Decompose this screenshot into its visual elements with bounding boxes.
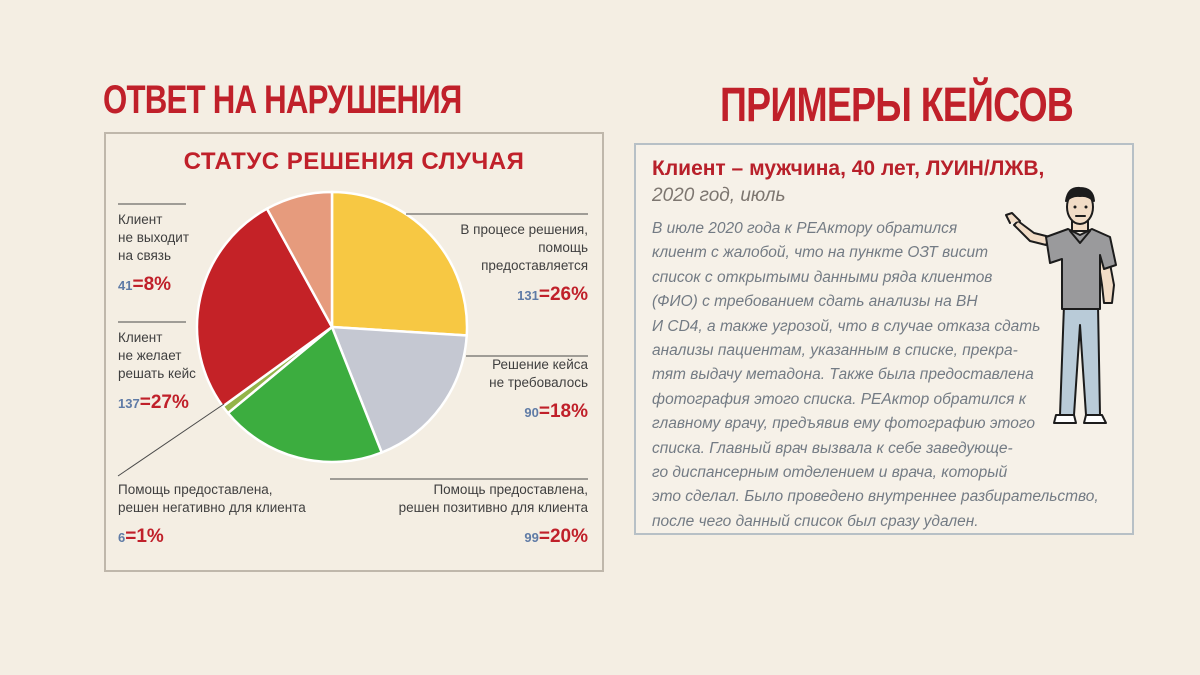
slice-percent: 27% <box>151 392 189 413</box>
slice-label: на связь <box>118 248 171 263</box>
case-line: клиент с жалобой, что на пункте ОЗТ виси… <box>652 244 989 262</box>
pie-chart: В процесе решения, помощь предоставляется 1… <box>117 190 589 547</box>
slice-label: решен негативно для клиента <box>118 500 306 515</box>
case-line: главному врачу, предъявив ему фотографию… <box>652 415 1035 433</box>
case-body: В июле 2020 года к РЕАктору обратился кл… <box>652 217 1099 534</box>
slice-label: предоставляется <box>481 258 588 273</box>
slice-count: 99 <box>524 530 538 545</box>
pie-slice <box>330 190 469 337</box>
slice-percent: 1% <box>136 526 164 547</box>
slice-count: 6 <box>118 530 125 545</box>
pie-slice <box>195 207 334 409</box>
case-line: после чего данный список был сразу удале… <box>652 512 979 530</box>
slice-count: 41 <box>118 278 132 293</box>
pie-slice <box>330 325 469 455</box>
slice-label: Клиент <box>118 330 162 345</box>
slice-label: помощь <box>538 240 588 255</box>
case-line: И CD4, а также угрозой, что в случае отк… <box>652 317 1041 335</box>
slice-label: не выходит <box>118 230 189 245</box>
slice-value: 131=26% <box>517 284 588 305</box>
slice-label: Клиент <box>118 212 162 227</box>
case-line: список с открытыми данными ряда клиентов <box>652 268 993 286</box>
slice-percent: 18% <box>550 401 588 422</box>
slice-label: решать кейс <box>118 366 196 381</box>
left-heading: ОТВЕТ НА НАРУШЕНИЯ <box>103 78 462 122</box>
slice-label: Решение кейса <box>492 357 588 372</box>
slice-label: В процесе решения, <box>460 222 588 237</box>
slice-value: 99=20% <box>524 526 588 547</box>
leader-line <box>117 403 225 477</box>
slice-label: не желает <box>118 348 181 363</box>
slice-label: не требовалось <box>489 375 588 390</box>
slice-value: 90=18% <box>524 401 588 422</box>
case-subtitle: 2020 год, июль <box>652 185 786 206</box>
case-line: го диспансерным отделением и врача, кото… <box>652 464 1008 482</box>
slice-value: 137=27% <box>118 392 189 413</box>
case-line: анализы пациентам, указанным в списке, п… <box>652 342 1018 360</box>
slice-equals: = <box>132 274 143 295</box>
case-line: В июле 2020 года к РЕАктору обратился <box>652 220 958 237</box>
case-line: тят выдачу метадона. Также была предоста… <box>652 366 1034 384</box>
pie-slice <box>265 190 334 328</box>
slice-equals: = <box>539 284 550 305</box>
slice-equals: = <box>140 392 151 413</box>
slice-equals: = <box>539 526 550 547</box>
chart-panel: СТАТУС РЕШЕНИЯ СЛУЧАЯ В процесе решения,… <box>104 132 604 572</box>
person-illustration <box>1005 186 1117 424</box>
slice-percent: 8% <box>144 274 172 295</box>
pie-slice <box>226 324 384 464</box>
person-figure <box>1005 186 1117 424</box>
slice-count: 131 <box>517 288 539 303</box>
case-line: списка. Главный врач вызвала к себе заве… <box>652 439 1013 457</box>
slice-label: Помощь предоставлена, <box>433 482 588 497</box>
slice-value: 6=1% <box>118 526 164 547</box>
chart-title: СТАТУС РЕШЕНИЯ СЛУЧАЯ <box>183 148 525 175</box>
slice-value: 41=8% <box>118 274 171 295</box>
slice-label: решен позитивно для клиента <box>399 500 589 515</box>
case-line: (ФИО) с требованием сдать анализы на ВН <box>652 293 978 311</box>
case-line: это сделал. Было проведено внутреннее ра… <box>652 488 1099 506</box>
slice-label: Помощь предоставлена, <box>118 482 273 497</box>
slice-count: 137 <box>118 396 140 411</box>
slice-percent: 20% <box>550 526 588 547</box>
slice-percent: 26% <box>550 284 588 305</box>
case-title: Клиент – мужчина, 40 лет, ЛУИН/ЛЖВ, <box>652 157 1045 180</box>
case-line: фотография этого списка. РЕАктор обратил… <box>652 390 1027 408</box>
right-heading: ПРИМЕРЫ КЕЙСОВ <box>720 79 1074 132</box>
slice-equals: = <box>539 401 550 422</box>
slice-count: 90 <box>524 405 538 420</box>
case-card: Клиент – мужчина, 40 лет, ЛУИН/ЛЖВ, 2020… <box>634 143 1134 535</box>
slice-equals: = <box>125 526 136 547</box>
